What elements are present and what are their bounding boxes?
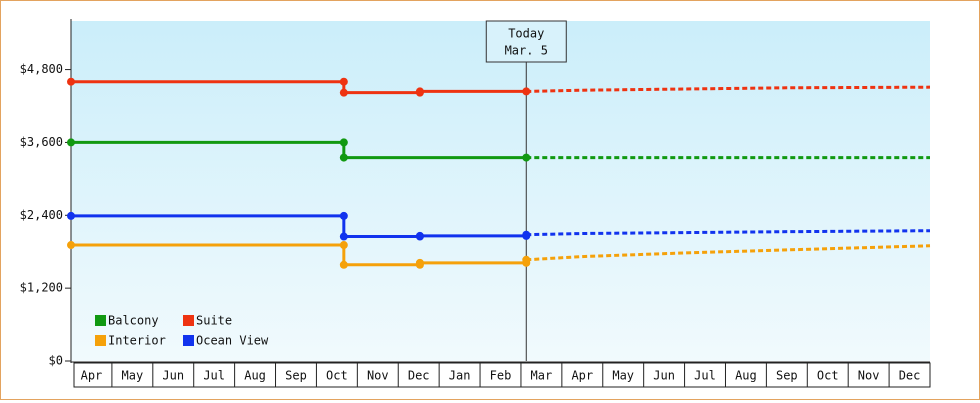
x-tick-label: Nov [367, 369, 389, 383]
point [67, 77, 75, 86]
point [339, 260, 348, 269]
x-tick-label: Aug [244, 369, 266, 383]
y-tick-label: $0 [49, 354, 63, 368]
today-label: Mar. 5 [505, 44, 548, 58]
today-box [485, 20, 567, 63]
x-tick-label: Nov [858, 369, 880, 383]
x-tick-label: Oct [326, 369, 348, 383]
today-label: Today [508, 27, 544, 41]
x-tick-label: Mar [531, 369, 553, 383]
x-tick-label: Jun [653, 369, 675, 383]
point [522, 255, 531, 264]
x-tick-label: May [122, 369, 144, 383]
x-tick-label: May [612, 369, 634, 383]
legend-swatch [183, 315, 194, 326]
x-tick-label: Oct [817, 369, 839, 383]
forecast-line [526, 229, 931, 237]
y-tick-label: $3,600 [20, 135, 63, 149]
x-tick-label: Apr [81, 369, 103, 383]
x-tick-label: Dec [408, 369, 430, 383]
point [522, 230, 531, 239]
x-tick-label: Jun [162, 369, 184, 383]
x-tick-label: Jul [203, 369, 225, 383]
point [67, 241, 75, 250]
y-tick-label: $2,400 [20, 208, 63, 222]
point [339, 138, 348, 147]
point [339, 232, 348, 241]
legend-swatch [95, 335, 106, 346]
legend-label: Interior [108, 334, 166, 348]
point [339, 241, 348, 250]
point [339, 153, 348, 162]
point [415, 231, 424, 240]
legend-swatch [183, 335, 194, 346]
x-tick-label: Jul [694, 369, 716, 383]
point [522, 153, 531, 162]
x-tick-label: Sep [776, 369, 798, 383]
point [339, 211, 348, 220]
y-tick-label: $1,200 [20, 281, 63, 295]
x-axis-band [73, 362, 931, 388]
point [67, 138, 75, 147]
point [339, 88, 348, 97]
forecast-line [526, 85, 931, 93]
forecast-line [526, 244, 931, 262]
y-tick-label: $4,800 [20, 62, 63, 76]
point [67, 211, 75, 220]
point [415, 87, 424, 96]
x-tick-label: Dec [899, 369, 921, 383]
legend-label: Balcony [108, 314, 159, 328]
plot-area [71, 21, 930, 361]
point [415, 258, 424, 267]
legend-label: Ocean View [196, 334, 269, 348]
x-tick-label: Jan [449, 369, 471, 383]
legend-swatch [95, 315, 106, 326]
point [522, 87, 531, 96]
x-tick-label: Feb [490, 369, 512, 383]
point [339, 77, 348, 86]
x-tick-label: Sep [285, 369, 307, 383]
x-tick-label: Aug [735, 369, 757, 383]
x-tick-label: Apr [571, 369, 593, 383]
legend-label: Suite [196, 314, 232, 328]
